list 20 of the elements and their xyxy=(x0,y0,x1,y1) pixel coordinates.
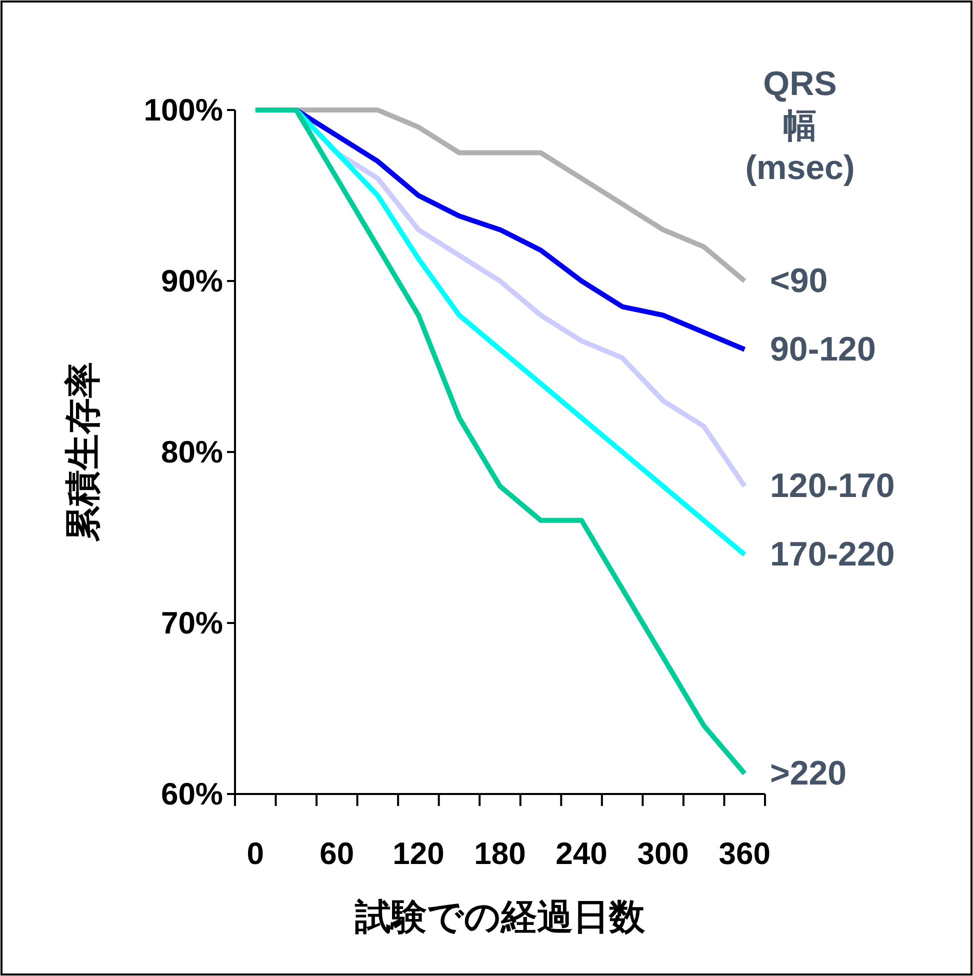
series-label: 120-170 xyxy=(770,467,895,506)
series-label: <90 xyxy=(770,262,828,300)
x-tick-label: 360 xyxy=(718,836,770,871)
x-tick-label: 0 xyxy=(246,836,264,871)
x-axis-title: 試験での経過日数 xyxy=(354,896,646,937)
y-tick-label: 70% xyxy=(160,606,223,640)
y-tick-label: 100% xyxy=(144,92,223,128)
x-tick-label: 180 xyxy=(474,836,526,871)
x-tick-label: 60 xyxy=(320,836,354,871)
y-tick-label: 90% xyxy=(160,264,223,298)
x-tick-label: 120 xyxy=(392,836,444,871)
y-axis-title: 累積生存率 xyxy=(62,362,103,542)
x-tick-label: 240 xyxy=(556,836,608,871)
y-tick-label: 60% xyxy=(160,776,223,812)
series-label: 170-220 xyxy=(770,536,895,574)
x-tick-label: 300 xyxy=(637,836,689,871)
legend-title: QRS 幅 (msec) xyxy=(745,65,855,187)
series-label: 90-120 xyxy=(770,330,876,368)
y-tick-label: 80% xyxy=(160,434,223,470)
series-label: >220 xyxy=(770,754,847,792)
